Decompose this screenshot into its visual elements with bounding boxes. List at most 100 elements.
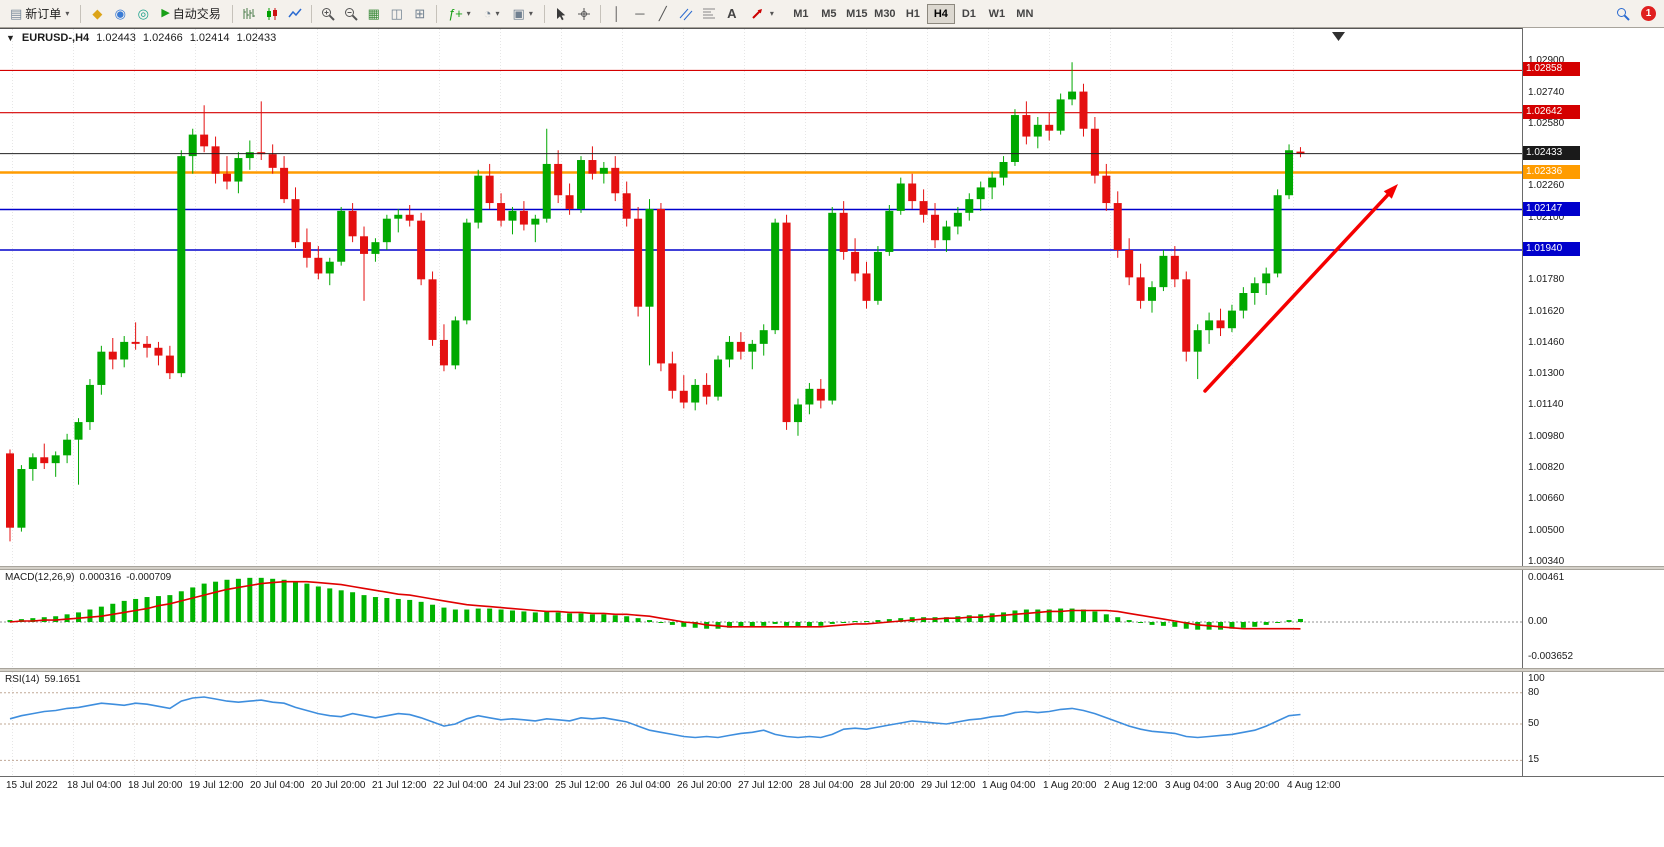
cascade-windows-icon[interactable]: ⊞	[409, 3, 431, 25]
notification-badge[interactable]: 1	[1641, 6, 1656, 21]
candle-body	[394, 214, 403, 219]
channel-tool-icon[interactable]	[675, 3, 697, 25]
candle-body	[314, 257, 323, 274]
macd-histogram-bar	[852, 621, 858, 623]
candle-body	[691, 384, 700, 403]
time-axis-label: 3 Aug 20:00	[1226, 780, 1280, 791]
candle-body	[828, 212, 837, 401]
timeframe-button-mn[interactable]: MN	[1011, 4, 1039, 24]
macd-histogram-bar	[281, 579, 287, 622]
period-button[interactable]: ◔ ▾	[478, 3, 506, 25]
candle-body	[1125, 249, 1134, 278]
macd-scale: 0.00461 0.00 -0.003652	[1522, 570, 1664, 668]
price-tick-label: 1.01620	[1528, 305, 1565, 317]
timeframe-button-m30[interactable]: M30	[871, 4, 899, 24]
chart-shift-marker[interactable]	[1332, 32, 1345, 41]
price-scale[interactable]: 1.02900 1.02740 1.02580 1.02260 1.02100 1.017…	[1522, 28, 1664, 566]
main-chart-svg[interactable]	[0, 29, 1522, 567]
bar-chart-mode-icon[interactable]	[238, 3, 260, 25]
candle-body	[131, 341, 140, 344]
macd-histogram-bar	[178, 591, 184, 622]
fibonacci-tool-icon[interactable]	[698, 3, 720, 25]
candle-body	[953, 212, 962, 227]
timeframe-toolbar: M1 M5 M15 M30 H1 H4 D1 W1 MN	[787, 3, 1039, 24]
timeframe-button-m15[interactable]: M15	[843, 4, 871, 24]
grid-icon[interactable]: ▦	[363, 3, 385, 25]
panel-splitter[interactable]	[0, 566, 1664, 570]
candle-body	[108, 351, 117, 360]
text-tool-icon[interactable]: A	[721, 3, 743, 25]
macd-histogram-bar	[110, 603, 116, 622]
candle-body	[816, 388, 825, 401]
ohlc-open: 1.02443	[96, 32, 136, 44]
timeframe-button-m1[interactable]: M1	[787, 4, 815, 24]
candle-body	[1148, 287, 1156, 301]
timeframe-button-h4[interactable]: H4	[926, 3, 955, 24]
macd-histogram-bar	[498, 609, 504, 622]
candle-body	[1033, 124, 1042, 137]
macd-histogram-bar	[1195, 622, 1201, 630]
vertical-line-tool-icon[interactable]: │	[606, 3, 628, 25]
macd-histogram-bar	[966, 615, 972, 622]
one-click-trading-toggle[interactable]: ▼	[6, 33, 15, 43]
tile-windows-icon[interactable]: ◫	[386, 3, 408, 25]
macd-label: MACD(12,26,9) 0.000316 -0.000709	[5, 572, 172, 583]
panel-splitter[interactable]	[0, 668, 1664, 672]
auto-trading-button[interactable]: ▶ 自动交易	[155, 3, 226, 25]
line-chart-mode-icon[interactable]	[284, 3, 306, 25]
macd-histogram-bar	[87, 609, 93, 622]
macd-histogram-bar	[521, 611, 527, 622]
candle-body	[417, 220, 426, 280]
rsi-line	[9, 696, 1301, 739]
template-button[interactable]: ▣ ▾	[507, 3, 539, 25]
new-order-label: 新订单	[25, 7, 62, 21]
trend-arrow-head[interactable]	[1383, 184, 1398, 199]
crosshair-tool-icon[interactable]	[573, 3, 595, 25]
cursor-tool-icon[interactable]	[550, 3, 572, 25]
macd-histogram-bar	[567, 613, 573, 622]
timeframe-button-w1[interactable]: W1	[983, 4, 1011, 24]
arrows-tool-button[interactable]: ▾	[744, 3, 780, 25]
search-icon[interactable]	[1612, 3, 1634, 25]
macd-histogram-bar	[1263, 622, 1269, 625]
trend-arrow-line[interactable]	[1203, 193, 1390, 393]
mql5-icon[interactable]: ◆	[86, 3, 108, 25]
price-line-badge: 1.02858	[1523, 62, 1580, 77]
macd-histogram-bar	[658, 622, 664, 623]
time-axis[interactable]: 15 Jul 2022 18 Jul 04:00 18 Jul 20:00 19 Ju…	[0, 776, 1664, 795]
trendline-tool-icon[interactable]: ╱	[652, 3, 674, 25]
candle-body	[1159, 255, 1168, 288]
macd-histogram-bar	[1012, 610, 1018, 622]
candle-body	[531, 218, 540, 225]
zoom-in-icon[interactable]	[317, 3, 339, 25]
macd-histogram-bar	[1240, 622, 1246, 628]
macd-histogram-bar	[304, 583, 310, 622]
zoom-out-icon[interactable]	[340, 3, 362, 25]
candle-body	[28, 457, 37, 470]
candle-body	[222, 173, 231, 182]
macd-histogram-bar	[76, 612, 82, 622]
indicators-button[interactable]: ƒ+ ▾	[442, 3, 477, 25]
time-axis-label: 1 Aug 04:00	[982, 780, 1036, 791]
signals-icon[interactable]: ◎	[132, 3, 154, 25]
candle-body	[268, 154, 277, 168]
price-tick-label: 1.01140	[1528, 399, 1564, 411]
macd-histogram-bar	[612, 615, 618, 622]
macd-histogram-bar	[989, 613, 995, 622]
community-icon[interactable]: ◉	[109, 3, 131, 25]
timeframe-button-h1[interactable]: H1	[899, 4, 927, 24]
candle-body	[999, 161, 1008, 178]
macd-histogram-bar	[441, 607, 447, 622]
timeframe-button-m5[interactable]: M5	[815, 4, 843, 24]
candle-body	[988, 177, 997, 188]
price-line-badge: 1.01940	[1523, 241, 1580, 256]
macd-scale-label: 0.00	[1528, 616, 1548, 627]
candle-body	[74, 422, 83, 440]
time-axis-label: 28 Jul 04:00	[799, 780, 854, 791]
horizontal-line-tool-icon[interactable]: ─	[629, 3, 651, 25]
candle-body	[1170, 255, 1179, 280]
timeframe-button-d1[interactable]: D1	[955, 4, 983, 24]
new-order-button[interactable]: ▤ 新订单 ▾	[4, 3, 75, 25]
candlestick-mode-icon[interactable]	[261, 3, 283, 25]
candle-body	[451, 320, 460, 366]
